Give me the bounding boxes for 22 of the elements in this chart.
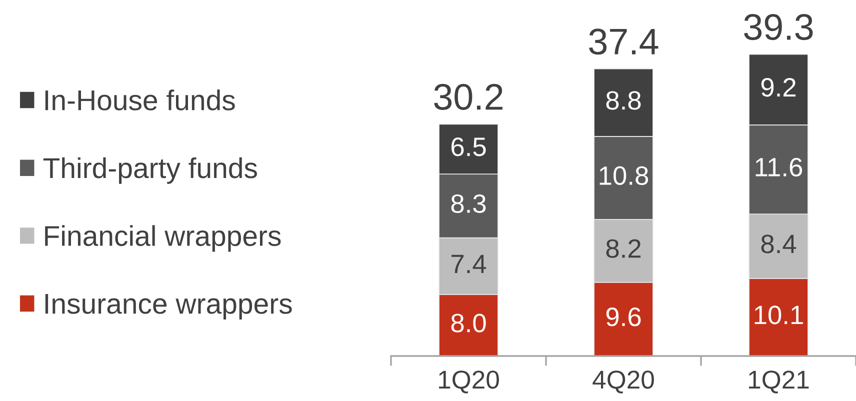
total-label: 39.3 xyxy=(744,14,813,40)
data-label: 6.5 xyxy=(452,138,486,156)
data-label: 8.4 xyxy=(761,234,796,254)
data-label: 8.3 xyxy=(451,194,486,214)
data-label: 10.8 xyxy=(600,166,648,185)
x-tick-label: 1Q21 xyxy=(749,370,809,394)
x-tick-label: 4Q20 xyxy=(592,370,654,394)
legend-label: Financial wrappers xyxy=(45,225,281,252)
legend-label: In-House funds xyxy=(45,90,235,110)
legend-label: Third-party funds xyxy=(43,157,257,184)
total-label: 30.2 xyxy=(434,84,502,110)
data-label: 8.2 xyxy=(606,239,641,258)
data-label: 9.6 xyxy=(606,308,641,326)
total-label: 37.4 xyxy=(589,28,658,55)
data-label: 11.6 xyxy=(756,158,802,177)
x-tick-label: 1Q20 xyxy=(439,370,499,394)
data-label: 8.0 xyxy=(451,314,486,332)
data-label: 7.4 xyxy=(452,254,486,274)
legend-label: Insurance wrappers xyxy=(45,294,292,320)
data-label: 8.8 xyxy=(606,91,641,110)
data-label: 9.2 xyxy=(761,78,796,97)
data-label: 10.1 xyxy=(754,306,803,324)
